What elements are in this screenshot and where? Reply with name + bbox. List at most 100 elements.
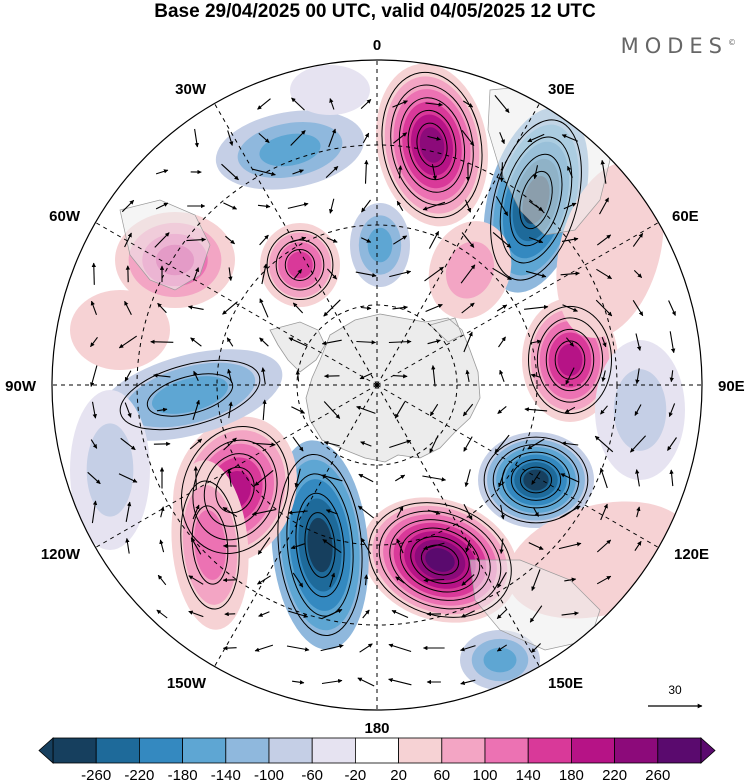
colorbar-swatch <box>225 737 270 764</box>
wind-vector <box>258 132 270 144</box>
colorbar-swatch <box>182 737 227 764</box>
wind-vector <box>425 303 443 313</box>
wind-vector <box>325 509 338 515</box>
contour-line <box>545 328 595 392</box>
modes-logo: MODES© <box>621 34 736 58</box>
wind-vector <box>669 370 674 383</box>
wind-vector <box>186 237 207 242</box>
wind-vector <box>492 231 512 249</box>
wind-vector <box>635 469 640 487</box>
wind-vector <box>494 434 510 454</box>
wind-vector <box>560 271 580 276</box>
wind-vector <box>222 645 237 651</box>
wind-vector <box>259 298 269 318</box>
wind-vector <box>395 576 405 584</box>
map-boundary <box>51 59 703 711</box>
wind-vector <box>388 643 412 653</box>
wind-vector <box>189 438 203 450</box>
wind-vector <box>427 135 441 141</box>
wind-vector <box>356 405 376 414</box>
wind-vector <box>464 199 472 213</box>
wind-vector <box>329 198 335 214</box>
wind-vector <box>528 542 544 550</box>
wind-vector <box>461 302 475 314</box>
wind-vector <box>150 339 174 345</box>
wind-vector <box>291 406 305 414</box>
wind-vector <box>192 504 200 520</box>
wind-vector <box>323 299 341 317</box>
wind-vector <box>392 373 408 379</box>
wind-vector <box>290 543 305 550</box>
wind-vector <box>431 365 436 387</box>
wind-vector <box>558 542 582 550</box>
lon-label-60e: 60E <box>672 208 699 225</box>
wind-vector <box>391 609 409 619</box>
wind-vector <box>155 169 169 175</box>
wind-vector <box>360 305 372 311</box>
wind-vector <box>464 469 471 488</box>
wind-vector <box>388 339 412 344</box>
anomaly-contour-fill <box>613 369 667 451</box>
meridian-line <box>376 384 543 672</box>
wind-vector <box>257 98 271 110</box>
colorbar-tick-label: -140 <box>211 767 241 783</box>
wind-vector <box>600 405 608 415</box>
wind-vector <box>329 98 335 110</box>
wind-vector <box>632 300 644 317</box>
wind-vector <box>188 575 204 585</box>
wind-vector <box>293 269 303 279</box>
colorbar-swatch <box>398 737 443 764</box>
contour-lines <box>119 71 613 637</box>
reference-vector-label: 30 <box>668 683 682 697</box>
wind-vector <box>362 132 370 144</box>
wind-vector <box>326 237 338 243</box>
contour-line <box>509 153 563 247</box>
wind-vector <box>125 537 130 554</box>
lon-label-90w: 90W <box>5 378 37 395</box>
wind-vector <box>359 643 373 653</box>
wind-vector <box>669 469 674 487</box>
wind-vector <box>461 129 475 147</box>
wind-vector <box>257 537 271 555</box>
wind-vector <box>423 542 445 550</box>
wind-vector <box>190 537 202 555</box>
wind-vector <box>596 539 612 553</box>
colorbar-swatch <box>95 737 140 764</box>
contour-line <box>420 544 460 576</box>
wind-vector <box>529 605 543 623</box>
wind-vector <box>120 437 136 451</box>
wind-vector <box>495 196 509 216</box>
wind-vector <box>398 165 403 179</box>
wind-vector <box>635 368 640 385</box>
wind-vector <box>118 473 138 483</box>
wind-vector <box>90 365 98 387</box>
wind-vector <box>422 201 446 211</box>
wind-vector <box>259 337 269 347</box>
wind-vector <box>124 300 132 315</box>
wind-vector <box>90 336 98 348</box>
wind-vector <box>121 199 135 213</box>
wind-vector <box>394 401 406 419</box>
wind-vector <box>154 232 170 248</box>
anomaly-contour-fill <box>419 127 445 163</box>
colorbar-tick-label: 140 <box>516 767 541 783</box>
contour-line <box>203 453 267 527</box>
wind-vector <box>292 436 304 452</box>
colorbar-tick-label: -180 <box>168 767 198 783</box>
wind-vector <box>357 505 375 519</box>
colorbar: -260 -220 -180 -140 -100 -60 -20 20 60 100 140 180 2… <box>38 737 716 783</box>
wind-vector <box>463 504 473 521</box>
wind-vector <box>124 402 132 418</box>
contour-line <box>381 71 483 219</box>
contour-line <box>407 109 457 181</box>
wind-vector <box>460 264 476 284</box>
wind-vector <box>362 609 370 619</box>
wind-vector <box>425 102 443 107</box>
wind-vector <box>328 128 337 148</box>
wind-vector <box>427 509 441 515</box>
wind-vector <box>594 435 614 453</box>
wind-vector <box>601 370 606 382</box>
wind-vector <box>596 268 612 280</box>
south-america-land <box>119 199 211 291</box>
wind-vector <box>292 572 304 588</box>
